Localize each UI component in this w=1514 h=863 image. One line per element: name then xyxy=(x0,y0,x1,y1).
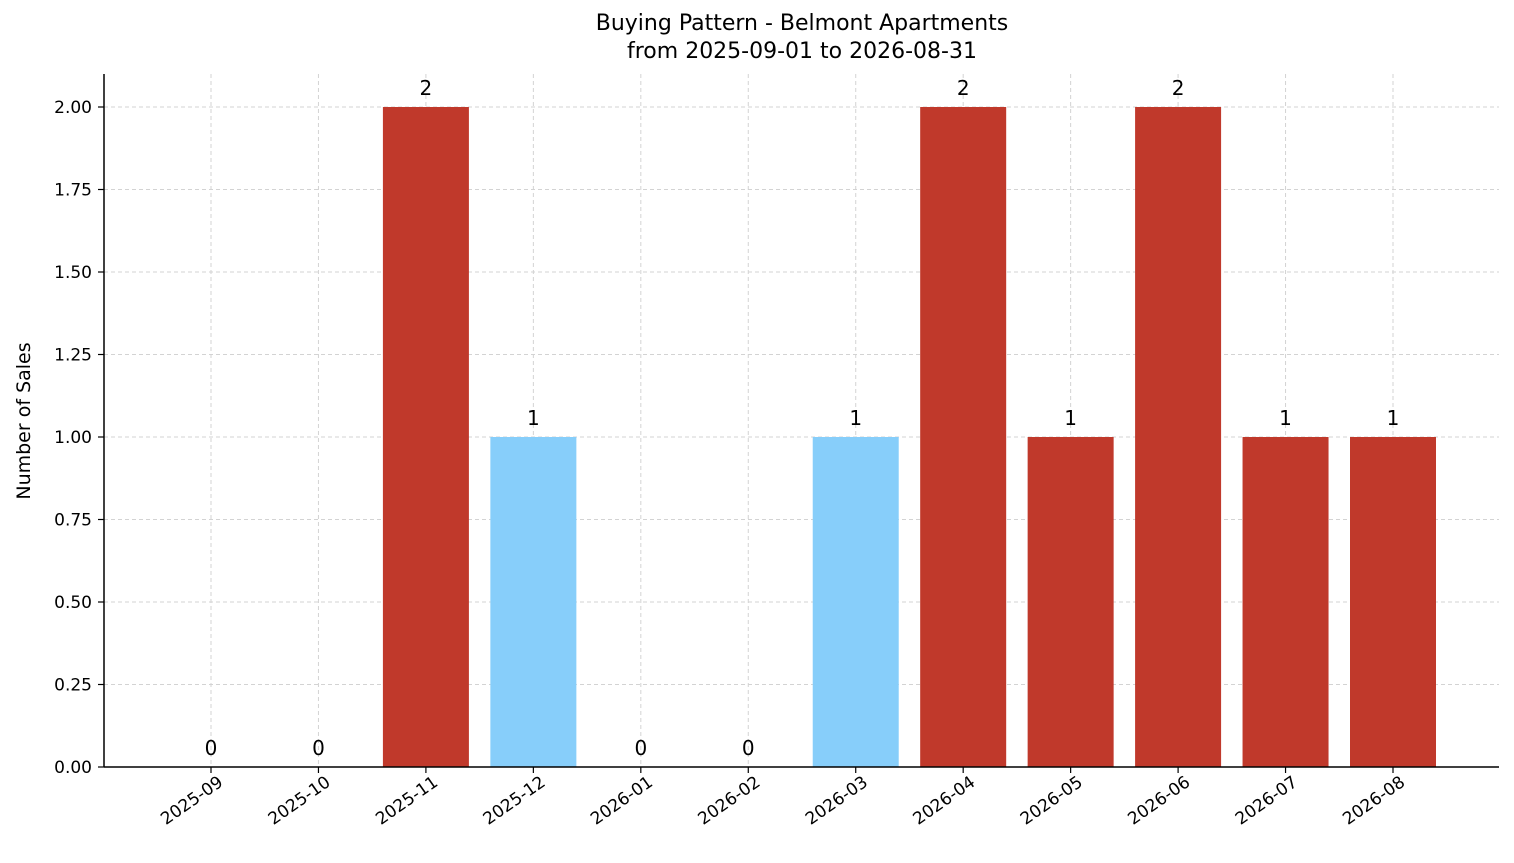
x-tick-label: 2025-12 xyxy=(480,772,550,829)
chart-title-block: Buying Pattern - Belmont Apartments from… xyxy=(0,10,1514,66)
y-tick-label: 1.75 xyxy=(54,181,92,201)
bar-value-label: 1 xyxy=(527,406,540,430)
x-tick-label: 2026-05 xyxy=(1017,772,1087,829)
x-tick-label: 2025-10 xyxy=(265,772,335,829)
chart-title: Buying Pattern - Belmont Apartments xyxy=(595,11,1009,36)
x-tick-label: 2025-09 xyxy=(157,772,227,829)
x-tick-label: 2026-03 xyxy=(802,772,872,829)
bar xyxy=(812,437,899,767)
y-axis-label: Number of Sales xyxy=(13,342,35,499)
bar xyxy=(1350,437,1436,767)
bar-value-label: 2 xyxy=(420,76,433,100)
y-tick-label: 0.25 xyxy=(54,676,92,696)
x-tick-label: 2026-01 xyxy=(587,772,657,829)
y-tick-label: 0.00 xyxy=(54,758,92,778)
x-tick-label: 2026-02 xyxy=(695,772,765,829)
bar-value-label: 1 xyxy=(1064,406,1077,430)
y-tick-label: 0.75 xyxy=(54,511,92,531)
bar xyxy=(1242,437,1329,767)
bar xyxy=(920,107,1007,767)
y-tick-label: 0.50 xyxy=(54,593,92,613)
y-tick-label: 2.00 xyxy=(54,98,92,118)
bar-value-label: 1 xyxy=(1387,406,1400,430)
bar-value-label: 1 xyxy=(1279,406,1292,430)
bar-value-label: 0 xyxy=(205,736,218,760)
x-tick-label: 2026-04 xyxy=(909,772,979,829)
bar-value-label: 0 xyxy=(634,736,647,760)
bar xyxy=(1135,107,1222,767)
y-tick-label: 1.00 xyxy=(54,428,92,448)
chart-subtitle: from 2025-09-01 to 2026-08-31 xyxy=(627,39,977,64)
bar xyxy=(382,107,469,767)
bar xyxy=(1027,437,1114,767)
bar-value-label: 2 xyxy=(957,76,970,100)
bar-value-label: 1 xyxy=(849,406,862,430)
bar-value-label: 2 xyxy=(1172,76,1185,100)
x-tick-label: 2026-08 xyxy=(1339,772,1409,829)
bar xyxy=(490,437,577,767)
data-labels: 0 0 2 1 0 0 1 2 1 2 1 1 xyxy=(205,76,1400,760)
y-tick-label: 1.50 xyxy=(54,263,92,283)
bar-value-label: 0 xyxy=(312,736,325,760)
bars xyxy=(382,107,1436,767)
y-tick-label: 1.25 xyxy=(54,346,92,366)
x-tick-label: 2026-06 xyxy=(1124,772,1194,829)
x-tick-label: 2025-11 xyxy=(372,772,442,829)
x-tick-label: 2026-07 xyxy=(1232,772,1302,829)
bar-value-label: 0 xyxy=(742,736,755,760)
